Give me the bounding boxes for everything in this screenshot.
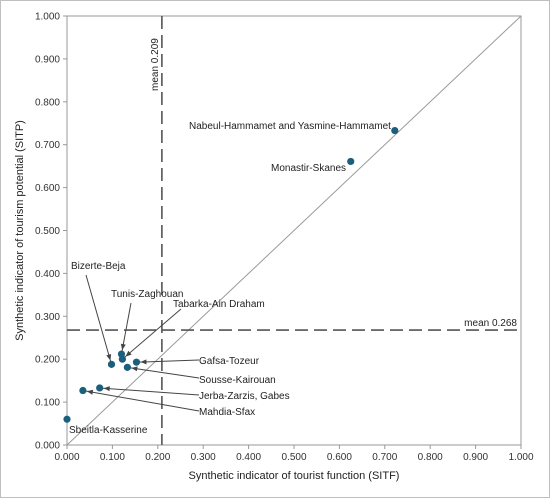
data-point — [63, 415, 71, 423]
leader-line — [99, 387, 200, 396]
data-point — [123, 363, 131, 371]
x-tick-label: 0.800 — [418, 452, 443, 463]
leader-arrowhead — [125, 350, 132, 357]
x-tick-label: 0.900 — [463, 452, 488, 463]
data-point — [96, 384, 104, 392]
point-label: Tunis-Zaghouan — [111, 289, 183, 300]
x-tick-label: 0.200 — [145, 452, 170, 463]
leader-line — [122, 308, 182, 360]
mean-horizontal-label: mean 0.268 — [464, 318, 517, 329]
point-label: Mahdia-Sfax — [199, 407, 255, 418]
point-label: Bizerte-Beja — [71, 261, 126, 272]
leader-line — [127, 366, 200, 379]
x-axis-title: Synthetic indicator of tourist function … — [189, 470, 400, 482]
leader-arrowhead — [131, 366, 138, 372]
y-tick-label: 0.000 — [35, 441, 60, 452]
y-tick-label: 0.900 — [35, 54, 60, 65]
point-label: Tabarka-Ain Draham — [173, 299, 265, 310]
leader-arrowhead — [86, 389, 94, 395]
x-tick-label: 0.000 — [54, 452, 79, 463]
x-tick-label: 0.500 — [281, 452, 306, 463]
y-tick-label: 0.700 — [35, 140, 60, 151]
x-tick-label: 0.100 — [100, 452, 125, 463]
reference-lines: mean 0.209 mean 0.268 — [66, 15, 522, 446]
leader-arrowhead — [120, 343, 126, 351]
leader-arrowhead — [103, 386, 110, 392]
data-point — [79, 386, 87, 395]
x-tick-label: 0.700 — [372, 452, 397, 463]
data-point — [391, 126, 399, 135]
leader-line — [85, 274, 112, 365]
point-labels: Nabeul-Hammamet and Yasmine-Hammamet Mona… — [69, 121, 391, 436]
y-tick-label: 0.400 — [35, 269, 60, 280]
diagonal-line — [66, 15, 522, 446]
y-axis-title: Synthetic indicator of tourism potential… — [14, 120, 26, 341]
leader-line — [82, 390, 200, 412]
mean-vertical-label: mean 0.209 — [150, 38, 161, 91]
data-point — [347, 157, 355, 166]
x-tick-label: 0.400 — [236, 452, 261, 463]
y-tick-label: 1.000 — [35, 12, 60, 23]
y-tick-label: 0.500 — [35, 226, 60, 237]
y-tick-label: 0.200 — [35, 355, 60, 366]
leader-arrowhead — [140, 359, 147, 365]
data-point — [118, 355, 126, 363]
leader-lines — [82, 274, 200, 412]
point-label: Sousse-Kairouan — [199, 375, 276, 386]
x-tick-label: 0.300 — [191, 452, 216, 463]
data-points — [63, 126, 399, 423]
leader-arrowhead — [106, 354, 112, 361]
point-label: Monastir-Skanes — [271, 163, 346, 174]
point-label: Sbeitla-Kasserine — [69, 425, 148, 436]
point-label: Nabeul-Hammamet and Yasmine-Hammamet — [189, 121, 391, 132]
x-tick-label: 0.600 — [327, 452, 352, 463]
y-tick-label: 0.800 — [35, 97, 60, 108]
axes: 0.000 0.100 0.200 0.300 0.400 0.500 0.600 0.700… — [35, 12, 534, 464]
x-tick-label: 1.000 — [508, 452, 533, 463]
y-tick-label: 0.100 — [35, 398, 60, 409]
y-tick-label: 0.300 — [35, 312, 60, 323]
data-point — [107, 360, 116, 368]
leader-line — [136, 359, 200, 363]
data-point — [132, 358, 141, 366]
y-tick-label: 0.600 — [35, 183, 60, 194]
point-label: Gafsa-Tozeur — [199, 356, 260, 367]
point-label: Jerba-Zarzis, Gabes — [199, 391, 290, 402]
